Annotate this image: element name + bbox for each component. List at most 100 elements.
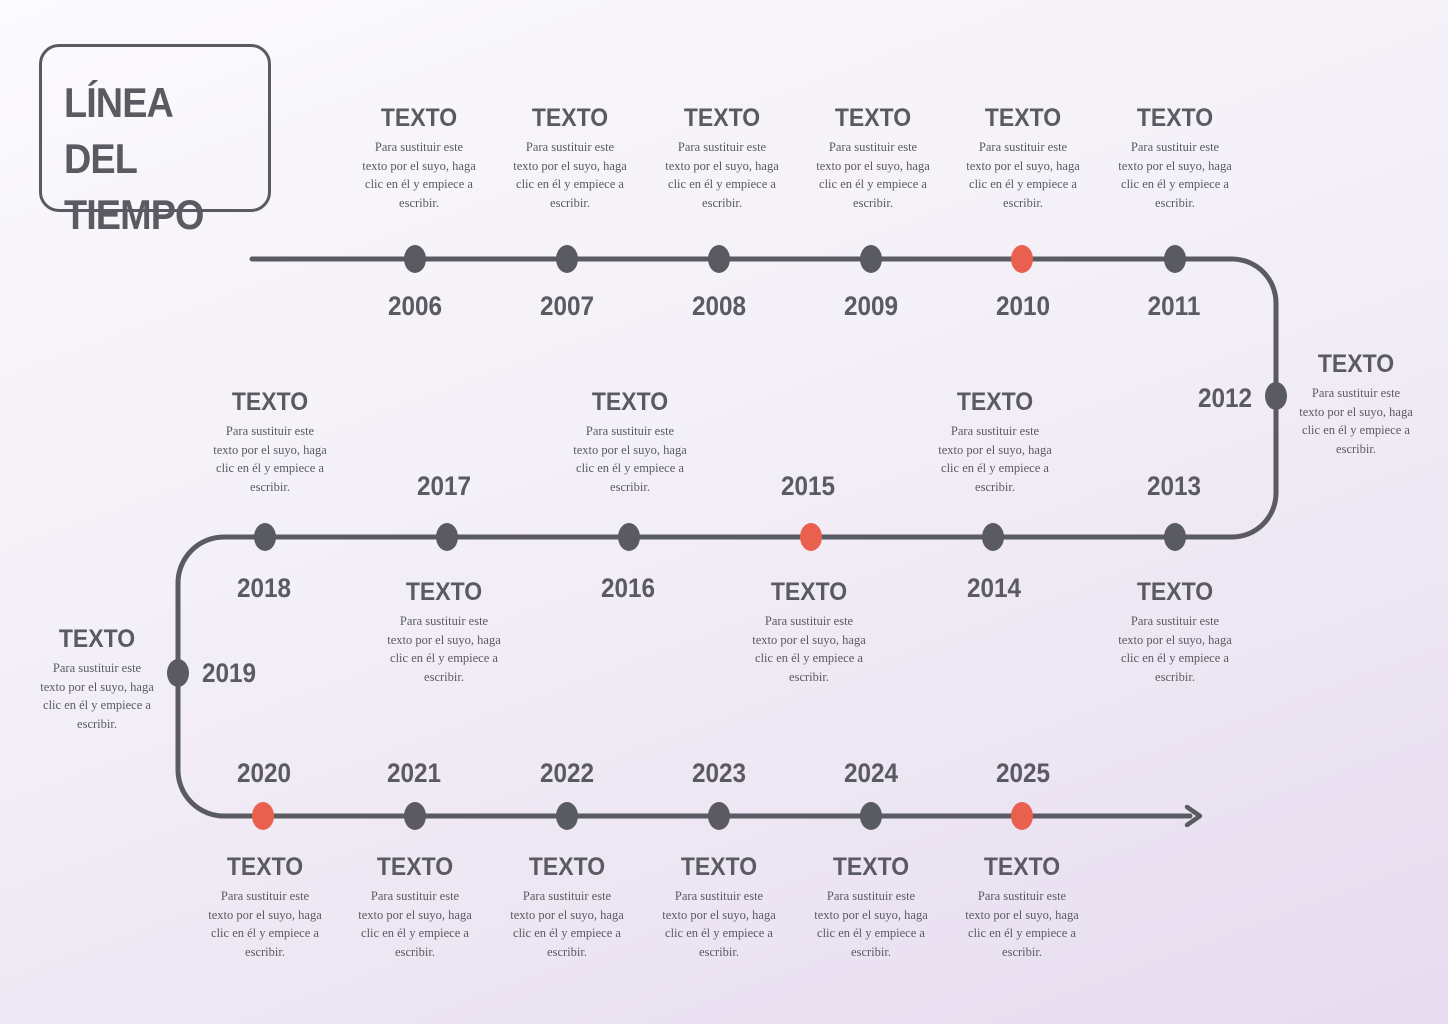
- event-heading[interactable]: TEXTO: [984, 104, 1062, 132]
- event-heading[interactable]: TEXTO: [1317, 350, 1395, 378]
- timeline-marker-2018: [254, 523, 276, 551]
- timeline-path: [175, 256, 1279, 819]
- page-title: LÍNEA DEL TIEMPO: [64, 79, 204, 238]
- event-2024: TEXTO Para sustituir este texto por el su…: [801, 853, 941, 961]
- event-2018: TEXTO Para sustituir este texto por el su…: [200, 388, 340, 496]
- event-2022: TEXTO Para sustituir este texto por el su…: [497, 853, 637, 961]
- event-description[interactable]: Para sustituir este texto por el suyo, h…: [573, 424, 687, 494]
- event-2023: TEXTO Para sustituir este texto por el su…: [649, 853, 789, 961]
- year-label-2007: 2007: [539, 291, 595, 321]
- timeline-marker-2006: [404, 245, 426, 273]
- event-heading[interactable]: TEXTO: [834, 104, 912, 132]
- year-label-2008: 2008: [691, 291, 747, 321]
- timeline-marker-2010: [1011, 245, 1033, 273]
- timeline-marker-2025: [1011, 802, 1033, 830]
- timeline-marker-2008: [708, 245, 730, 273]
- timeline-marker-2024: [860, 802, 882, 830]
- event-description[interactable]: Para sustituir este texto por el suyo, h…: [358, 889, 472, 959]
- event-description[interactable]: Para sustituir este texto por el suyo, h…: [966, 140, 1080, 210]
- event-description[interactable]: Para sustituir este texto por el suyo, h…: [965, 889, 1079, 959]
- event-description[interactable]: Para sustituir este texto por el suyo, h…: [510, 889, 624, 959]
- event-heading[interactable]: TEXTO: [528, 853, 606, 881]
- event-description[interactable]: Para sustituir este texto por el suyo, h…: [665, 140, 779, 210]
- event-2010: TEXTO Para sustituir este texto por el su…: [953, 104, 1093, 212]
- event-heading[interactable]: TEXTO: [680, 853, 758, 881]
- event-description[interactable]: Para sustituir este texto por el suyo, h…: [362, 140, 476, 210]
- year-label-2017: 2017: [416, 471, 472, 501]
- year-label-2024: 2024: [843, 758, 899, 788]
- event-heading[interactable]: TEXTO: [231, 388, 309, 416]
- year-label-2020: 2020: [236, 758, 292, 788]
- event-2007: TEXTO Para sustituir este texto por el su…: [500, 104, 640, 212]
- event-2008: TEXTO Para sustituir este texto por el su…: [652, 104, 792, 212]
- event-heading[interactable]: TEXTO: [683, 104, 761, 132]
- event-description[interactable]: Para sustituir este texto por el suyo, h…: [1118, 140, 1232, 210]
- event-description[interactable]: Para sustituir este texto por el suyo, h…: [208, 889, 322, 959]
- event-heading[interactable]: TEXTO: [405, 578, 483, 606]
- event-2021: TEXTO Para sustituir este texto por el su…: [345, 853, 485, 961]
- timeline-marker-2012: [1265, 382, 1287, 410]
- event-2019: TEXTO Para sustituir este texto por el su…: [27, 625, 167, 733]
- timeline-marker-2022: [556, 802, 578, 830]
- event-2025: TEXTO Para sustituir este texto por el su…: [952, 853, 1092, 961]
- year-label-2012: 2012: [1197, 383, 1253, 413]
- event-heading[interactable]: TEXTO: [376, 853, 454, 881]
- event-description[interactable]: Para sustituir este texto por el suyo, h…: [752, 614, 866, 684]
- event-heading[interactable]: TEXTO: [531, 104, 609, 132]
- timeline-marker-2007: [556, 245, 578, 273]
- event-heading[interactable]: TEXTO: [956, 388, 1034, 416]
- event-heading[interactable]: TEXTO: [1136, 104, 1214, 132]
- event-2016: TEXTO Para sustituir este texto por el su…: [560, 388, 700, 496]
- event-2017: TEXTO Para sustituir este texto por el su…: [374, 578, 514, 686]
- event-heading[interactable]: TEXTO: [380, 104, 458, 132]
- year-label-2015: 2015: [780, 471, 836, 501]
- event-description[interactable]: Para sustituir este texto por el suyo, h…: [662, 889, 776, 959]
- event-2013: TEXTO Para sustituir este texto por el su…: [1105, 578, 1245, 686]
- event-2011: TEXTO Para sustituir este texto por el su…: [1105, 104, 1245, 212]
- timeline-marker-2021: [404, 802, 426, 830]
- event-description[interactable]: Para sustituir este texto por el suyo, h…: [1299, 386, 1413, 456]
- title-box: LÍNEA DEL TIEMPO: [39, 44, 271, 238]
- timeline-marker-2013: [1164, 523, 1186, 551]
- event-heading[interactable]: TEXTO: [1136, 578, 1214, 606]
- year-label-2014: 2014: [966, 573, 1022, 603]
- timeline-marker-2023: [708, 802, 730, 830]
- event-2009: TEXTO Para sustituir este texto por el su…: [803, 104, 943, 212]
- event-heading[interactable]: TEXTO: [832, 853, 910, 881]
- event-description[interactable]: Para sustituir este texto por el suyo, h…: [387, 614, 501, 684]
- year-label-2021: 2021: [386, 758, 442, 788]
- timeline-marker-2020: [252, 802, 274, 830]
- timeline-marker-2011: [1164, 245, 1186, 273]
- event-heading[interactable]: TEXTO: [770, 578, 848, 606]
- year-label-2019: 2019: [201, 658, 257, 688]
- timeline-arrowhead: [1184, 804, 1203, 828]
- timeline-marker-2017: [436, 523, 458, 551]
- timeline-marker-2015: [800, 523, 822, 551]
- timeline-marker-2019: [167, 659, 189, 687]
- year-label-2010: 2010: [995, 291, 1051, 321]
- year-label-2016: 2016: [600, 573, 656, 603]
- event-description[interactable]: Para sustituir este texto por el suyo, h…: [938, 424, 1052, 494]
- event-description[interactable]: Para sustituir este texto por el suyo, h…: [816, 140, 930, 210]
- event-heading[interactable]: TEXTO: [983, 853, 1061, 881]
- event-description[interactable]: Para sustituir este texto por el suyo, h…: [213, 424, 327, 494]
- year-label-2013: 2013: [1146, 471, 1202, 501]
- year-label-2025: 2025: [995, 758, 1051, 788]
- event-heading[interactable]: TEXTO: [226, 853, 304, 881]
- year-label-2011: 2011: [1147, 291, 1201, 321]
- year-label-2023: 2023: [691, 758, 747, 788]
- timeline-marker-2016: [618, 523, 640, 551]
- event-description[interactable]: Para sustituir este texto por el suyo, h…: [40, 661, 154, 731]
- event-description[interactable]: Para sustituir este texto por el suyo, h…: [513, 140, 627, 210]
- year-label-2009: 2009: [843, 291, 899, 321]
- event-2015: TEXTO Para sustituir este texto por el su…: [739, 578, 879, 686]
- timeline-marker-2009: [860, 245, 882, 273]
- event-heading[interactable]: TEXTO: [591, 388, 669, 416]
- event-2020: TEXTO Para sustituir este texto por el su…: [195, 853, 335, 961]
- event-description[interactable]: Para sustituir este texto por el suyo, h…: [1118, 614, 1232, 684]
- event-description[interactable]: Para sustituir este texto por el suyo, h…: [814, 889, 928, 959]
- year-label-2018: 2018: [236, 573, 292, 603]
- event-heading[interactable]: TEXTO: [58, 625, 136, 653]
- event-2006: TEXTO Para sustituir este texto por el su…: [349, 104, 489, 212]
